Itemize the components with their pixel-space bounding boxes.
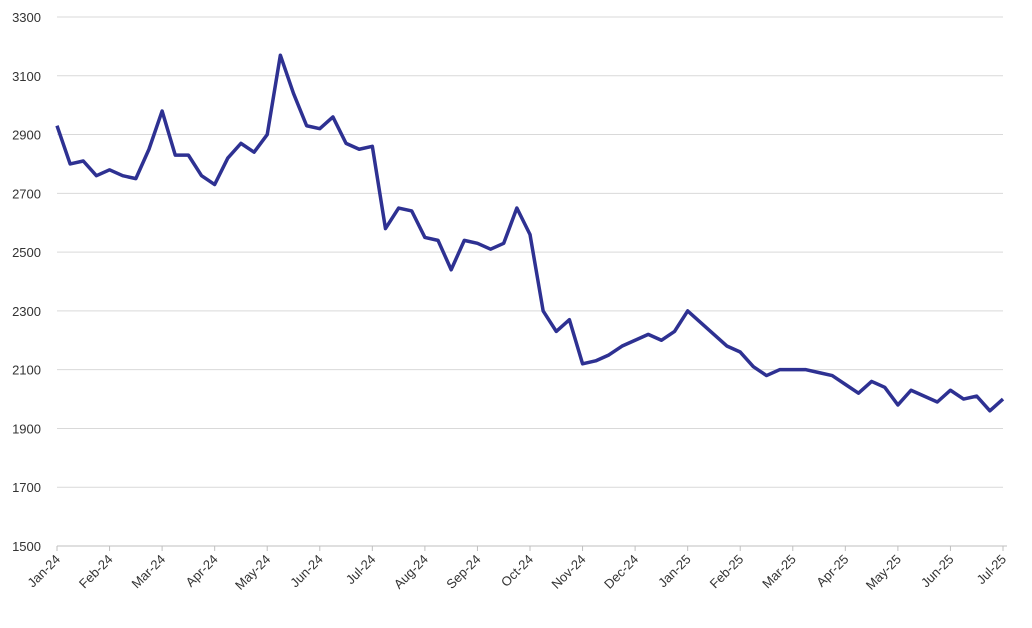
x-tick-label: Dec-24 — [601, 552, 641, 592]
x-tick-label: Apr-24 — [183, 552, 221, 590]
y-tick-label: 3300 — [12, 10, 41, 25]
x-tick-label: May-24 — [232, 552, 273, 593]
x-tick-label: Sep-24 — [443, 552, 483, 592]
y-tick-label: 1500 — [12, 539, 41, 554]
x-tick-label: Feb-25 — [707, 552, 747, 592]
line-series — [55, 53, 1005, 413]
x-tick-label: Jan-24 — [24, 552, 63, 591]
y-tick-label: 3100 — [12, 69, 41, 84]
x-tick-label: Mar-25 — [759, 552, 799, 592]
x-tick-label: Mar-24 — [129, 552, 169, 592]
y-tick-label: 1900 — [12, 421, 41, 436]
y-tick-label: 2900 — [12, 128, 41, 143]
x-tick-label: Aug-24 — [391, 552, 431, 592]
x-tick-label: Jun-25 — [918, 552, 957, 591]
x-tick-label: Jul-24 — [343, 552, 379, 588]
x-tick-label: Apr-25 — [813, 552, 851, 590]
y-tick-label: 2300 — [12, 304, 41, 319]
x-tick-label: Nov-24 — [548, 552, 588, 592]
y-tick-label: 1700 — [12, 480, 41, 495]
x-tick-label: Jul-25 — [973, 552, 1009, 588]
y-tick-label: 2500 — [12, 245, 41, 260]
x-tick-label: Feb-24 — [76, 552, 116, 592]
x-tick-label: Jun-24 — [287, 552, 326, 591]
x-tick-label: May-25 — [863, 552, 904, 593]
x-tick-label: Oct-24 — [498, 552, 536, 590]
x-tick-label: Jan-25 — [655, 552, 694, 591]
y-tick-label: 2100 — [12, 363, 41, 378]
y-tick-label: 2700 — [12, 186, 41, 201]
